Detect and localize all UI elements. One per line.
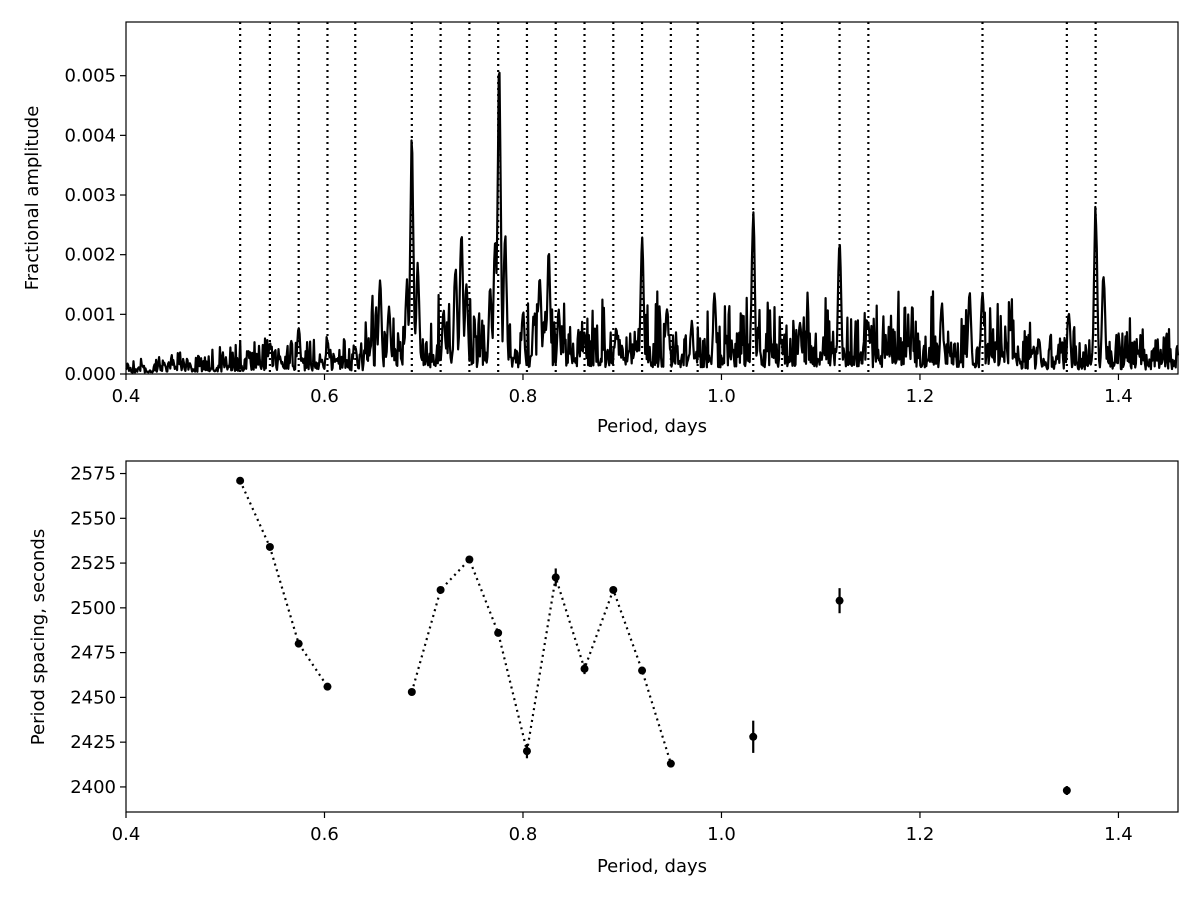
data-point xyxy=(294,639,303,648)
data-point xyxy=(580,664,589,673)
y-tick-label: 2400 xyxy=(70,777,116,798)
y-tick-label: 2475 xyxy=(70,643,116,664)
amplitude-spectrum-line xyxy=(125,71,1180,374)
periodogram-y-ticks: 0.000 0.001 0.002 0.003 0.004 0.005 xyxy=(64,66,126,385)
data-point xyxy=(638,666,647,675)
period-spacing-panel: 0.4 0.6 0.8 1.0 1.2 1.4 240024252450247525002… xyxy=(28,460,1179,877)
data-point xyxy=(265,542,274,551)
x-tick-label: 0.4 xyxy=(112,386,141,407)
data-point xyxy=(749,732,758,741)
y-tick-label: 2575 xyxy=(70,464,116,485)
y-tick-label: 2425 xyxy=(70,732,116,753)
x-tick-label: 0.6 xyxy=(310,824,339,845)
y-tick-label: 0.002 xyxy=(64,245,116,266)
x-tick-label: 1.4 xyxy=(1104,824,1133,845)
data-point xyxy=(522,747,531,756)
y-tick-label: 0.003 xyxy=(64,185,116,206)
data-point xyxy=(407,688,416,697)
periodogram-panel: 0.4 0.6 0.8 1.0 1.2 1.4 0.0000.0010.0020.0030… xyxy=(22,21,1180,437)
spacing-y-label: Period spacing, seconds xyxy=(28,529,49,745)
spacing-connecting-lines xyxy=(239,480,672,764)
periodogram-x-ticks: 0.4 0.6 0.8 1.0 1.2 1.4 xyxy=(112,374,1133,407)
y-tick-label: 2500 xyxy=(70,598,116,619)
y-tick-label: 0.001 xyxy=(64,304,116,325)
data-point xyxy=(666,759,675,768)
x-tick-label: 0.8 xyxy=(509,824,538,845)
x-tick-label: 0.6 xyxy=(310,386,339,407)
y-tick-label: 0.004 xyxy=(64,125,116,146)
spacing-y-ticks: 2400 2425 2450 2475 2500 2525 2550 2575 xyxy=(70,464,126,798)
data-point xyxy=(1062,786,1071,795)
spacing-dotted-line xyxy=(410,557,672,764)
data-point xyxy=(236,476,245,485)
x-tick-label: 0.8 xyxy=(509,386,538,407)
y-tick-label: 0.005 xyxy=(64,66,116,87)
data-point xyxy=(465,555,474,564)
y-tick-label: 2550 xyxy=(70,508,116,529)
data-point xyxy=(609,585,618,594)
x-tick-label: 1.0 xyxy=(707,386,736,407)
spacing-dotted-line xyxy=(239,480,329,688)
data-point xyxy=(494,628,503,637)
periodogram-plot-area xyxy=(126,22,1178,374)
y-tick-label: 0.000 xyxy=(64,364,116,385)
data-point xyxy=(323,682,332,691)
periodogram-frame xyxy=(125,21,1179,375)
data-point xyxy=(436,585,445,594)
periodogram-y-label: Fractional amplitude xyxy=(22,106,43,291)
spacing-x-ticks: 0.4 0.6 0.8 1.0 1.2 1.4 xyxy=(112,812,1133,845)
x-tick-label: 1.2 xyxy=(906,386,935,407)
periodogram-x-label: Period, days xyxy=(597,416,707,437)
data-point xyxy=(835,596,844,605)
period-marker-lines xyxy=(239,22,1097,374)
y-tick-label: 2525 xyxy=(70,553,116,574)
x-tick-label: 1.0 xyxy=(707,824,736,845)
x-tick-label: 0.4 xyxy=(112,824,141,845)
spacing-points xyxy=(236,476,1071,795)
spacing-frame xyxy=(125,460,1179,813)
y-tick-label: 2450 xyxy=(70,687,116,708)
x-tick-label: 1.4 xyxy=(1104,386,1133,407)
spacing-x-label: Period, days xyxy=(597,856,707,877)
x-tick-label: 1.2 xyxy=(906,824,935,845)
spacing-plot-area xyxy=(126,461,1178,812)
data-point xyxy=(551,573,560,582)
